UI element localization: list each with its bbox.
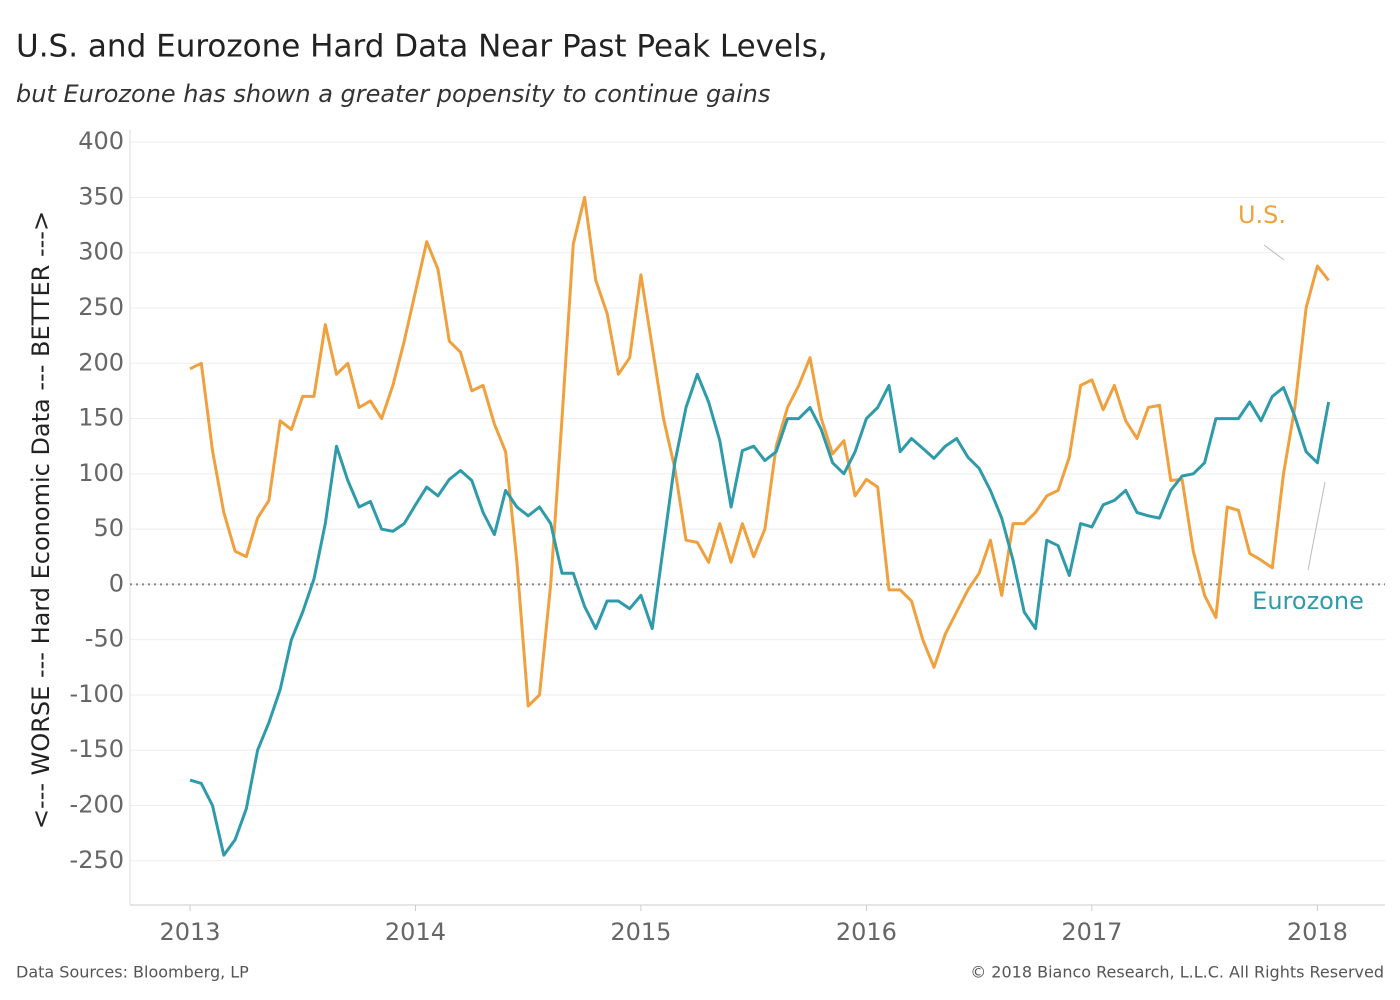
x-tick-label: 2013 xyxy=(159,918,220,946)
y-tick-label: 150 xyxy=(78,404,124,432)
x-tick-label: 2017 xyxy=(1061,918,1122,946)
label-leader xyxy=(1263,244,1285,261)
y-tick-label: 250 xyxy=(78,293,124,321)
series-line xyxy=(189,195,1330,708)
x-tick-label: 2016 xyxy=(836,918,897,946)
chart-subtitle: but Eurozone has shown a greater popensi… xyxy=(16,80,770,108)
chart-title: U.S. and Eurozone Hard Data Near Past Pe… xyxy=(16,29,828,65)
y-axis-label: <--- WORSE --- Hard Economic Data --- BE… xyxy=(27,211,55,829)
y-tick-label: -200 xyxy=(70,790,124,818)
y-tick-label: 50 xyxy=(93,514,124,542)
x-tick-label: 2014 xyxy=(385,918,446,946)
y-tick-label: -250 xyxy=(70,846,124,874)
series-label: U.S. xyxy=(1238,201,1286,229)
copyright: © 2018 Bianco Research, L.L.C. All Right… xyxy=(970,963,1384,982)
x-tick-label: 2015 xyxy=(610,918,671,946)
y-tick-label: 350 xyxy=(78,182,124,210)
source: Data Sources: Bloomberg, LP xyxy=(16,963,249,982)
y-tick-label: 400 xyxy=(78,127,124,155)
y-tick-label: 200 xyxy=(78,348,124,376)
y-tick-label: -50 xyxy=(85,625,124,653)
y-tick-label: 300 xyxy=(78,238,124,266)
series-label: Eurozone xyxy=(1252,587,1364,615)
label-leader xyxy=(1307,481,1326,571)
y-tick-label: 100 xyxy=(78,459,124,487)
y-tick-label: 0 xyxy=(109,569,124,597)
y-tick-label: -100 xyxy=(70,680,124,708)
series-line xyxy=(189,372,1331,857)
y-tick-label: -150 xyxy=(70,735,124,763)
x-tick-label: 2018 xyxy=(1287,918,1348,946)
